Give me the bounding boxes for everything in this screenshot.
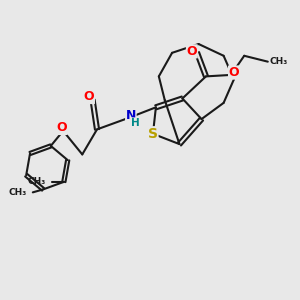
Text: N: N — [126, 109, 136, 122]
Text: O: O — [187, 45, 197, 58]
Text: CH₃: CH₃ — [28, 177, 46, 186]
Text: O: O — [229, 66, 239, 79]
Text: S: S — [148, 127, 158, 141]
Text: O: O — [84, 91, 94, 103]
Text: CH₃: CH₃ — [9, 188, 27, 197]
Text: H: H — [131, 118, 140, 128]
Text: O: O — [56, 122, 67, 134]
Text: CH₃: CH₃ — [269, 57, 287, 66]
